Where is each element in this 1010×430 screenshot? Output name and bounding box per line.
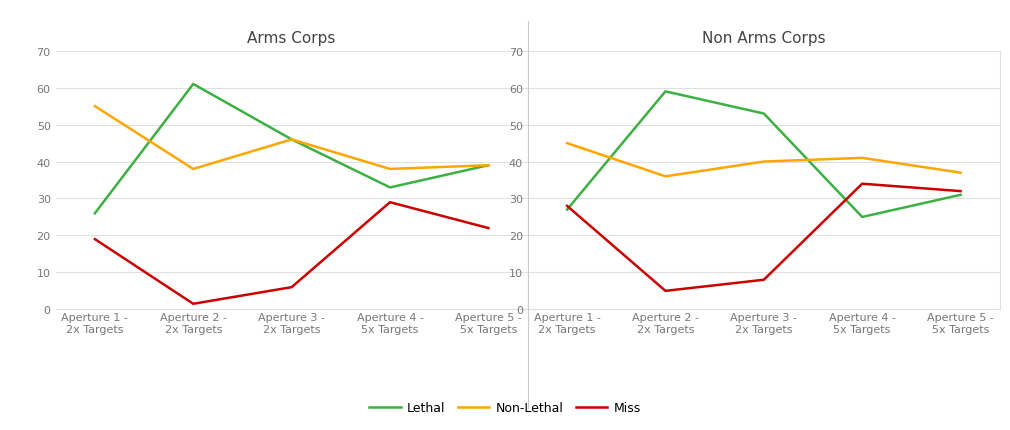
Title: Arms Corps: Arms Corps — [247, 31, 335, 46]
Legend: Lethal, Non-Lethal, Miss: Lethal, Non-Lethal, Miss — [365, 396, 645, 419]
Title: Non Arms Corps: Non Arms Corps — [702, 31, 825, 46]
